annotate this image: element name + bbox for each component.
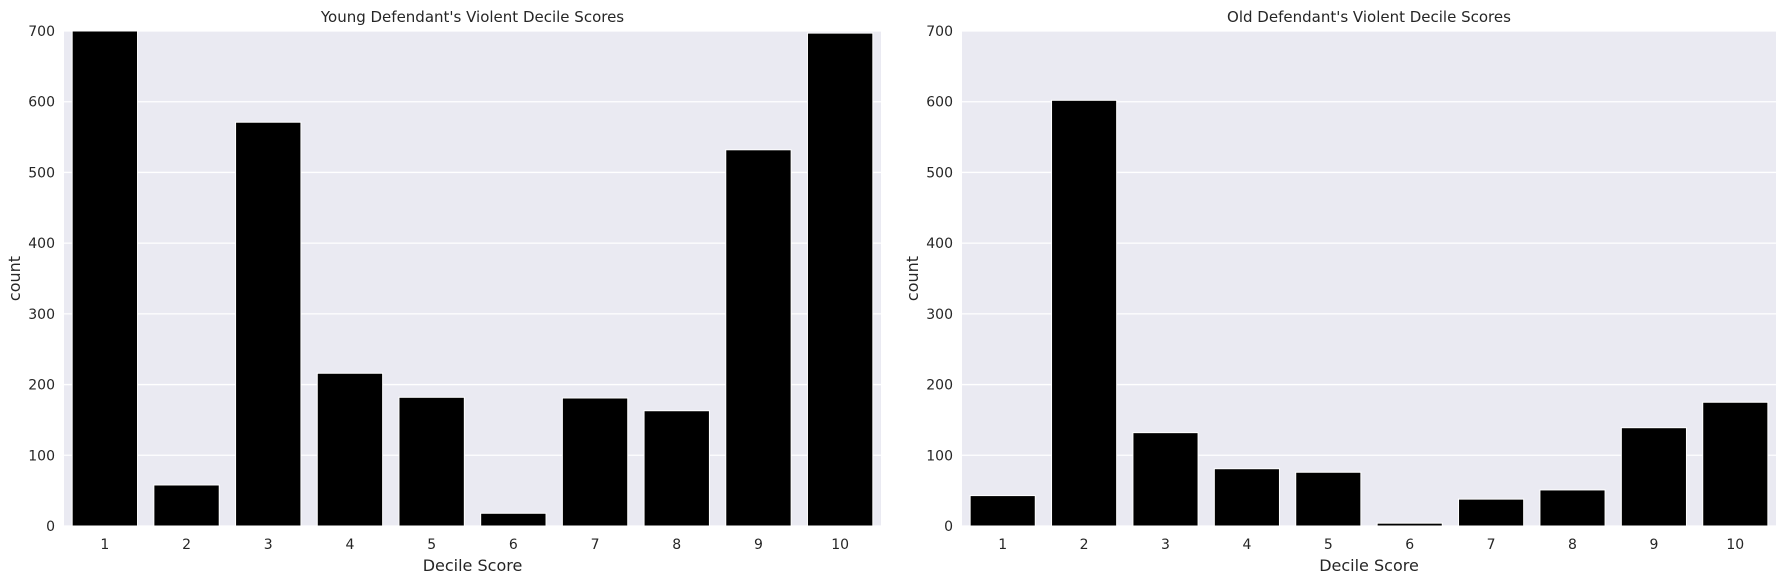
- bar-2: [153, 484, 220, 527]
- y-tick-label: 200: [926, 378, 953, 394]
- bar-7: [561, 397, 629, 527]
- x-tick-label: 4: [345, 537, 354, 553]
- bar-1: [71, 30, 139, 527]
- bar-4: [1213, 468, 1280, 527]
- chart-panel-2: 0 100 200 300 400 500 600 700 1 2 3 4 5 6 7 8 9 10 Old Def…: [903, 8, 1776, 575]
- y-tick-label: 500: [926, 165, 953, 181]
- chart-panel-1: 0 100 200 300 400 500 600 700 1 2 3 4 5 6 7 8 9 10 Young D…: [5, 8, 881, 575]
- x-tick-label: 4: [1242, 537, 1251, 553]
- x-tick-label: 7: [591, 537, 600, 553]
- x-tick-label: 10: [831, 537, 849, 553]
- y-tick-label: 400: [926, 236, 953, 252]
- y-tick-label: 700: [28, 24, 55, 40]
- bar-5: [398, 396, 465, 527]
- x-tick-label: 1: [998, 537, 1007, 553]
- bar-9: [1620, 427, 1687, 527]
- x-tick-label: 10: [1726, 537, 1744, 553]
- bar-1: [969, 495, 1036, 527]
- x-tick-label: 7: [1487, 537, 1496, 553]
- x-tick-label: 9: [754, 537, 763, 553]
- y-tick-label: 200: [28, 378, 55, 394]
- bar-5: [1295, 471, 1362, 527]
- bar-6: [1376, 522, 1443, 527]
- x-tick-label: 6: [1405, 537, 1414, 553]
- chart-title: Young Defendant's Violent Decile Scores: [320, 8, 624, 26]
- x-tick-label: 3: [1161, 537, 1170, 553]
- bar-9: [725, 149, 792, 527]
- bar-10: [806, 32, 874, 527]
- y-axis-label: count: [903, 256, 922, 301]
- bar-3: [235, 121, 302, 527]
- x-tick-label: 5: [427, 537, 436, 553]
- bar-2: [1051, 99, 1118, 527]
- y-tick-label: 300: [926, 307, 953, 323]
- x-tick-label: 3: [264, 537, 273, 553]
- y-tick-label: 0: [944, 519, 953, 535]
- y-tick-label: 100: [926, 448, 953, 464]
- y-tick-label: 100: [28, 448, 55, 464]
- y-tick-label: 600: [926, 95, 953, 111]
- bar-4: [316, 372, 384, 527]
- chart-title: Old Defendant's Violent Decile Scores: [1227, 8, 1511, 26]
- y-tick-label: 300: [28, 307, 55, 323]
- bar-8: [643, 410, 710, 527]
- x-tick-label: 5: [1324, 537, 1333, 553]
- x-axis-label: Decile Score: [423, 556, 523, 575]
- x-tick-label: 2: [182, 537, 191, 553]
- bar-7: [1458, 498, 1525, 527]
- x-axis-label: Decile Score: [1319, 556, 1419, 575]
- x-tick-label: 8: [672, 537, 681, 553]
- x-tick-label: 2: [1080, 537, 1089, 553]
- x-tick-label: 1: [100, 537, 109, 553]
- y-tick-label: 400: [28, 236, 55, 252]
- bar-6: [480, 512, 547, 527]
- y-tick-label: 600: [28, 95, 55, 111]
- x-tick-label: 9: [1649, 537, 1658, 553]
- bar-3: [1132, 432, 1199, 527]
- y-tick-label: 500: [28, 165, 55, 181]
- bar-10: [1702, 401, 1769, 527]
- y-tick-label: 0: [46, 519, 55, 535]
- y-tick-label: 700: [926, 24, 953, 40]
- x-tick-label: 6: [509, 537, 518, 553]
- bar-8: [1539, 489, 1606, 527]
- x-tick-label: 8: [1568, 537, 1577, 553]
- y-axis-label: count: [5, 256, 24, 301]
